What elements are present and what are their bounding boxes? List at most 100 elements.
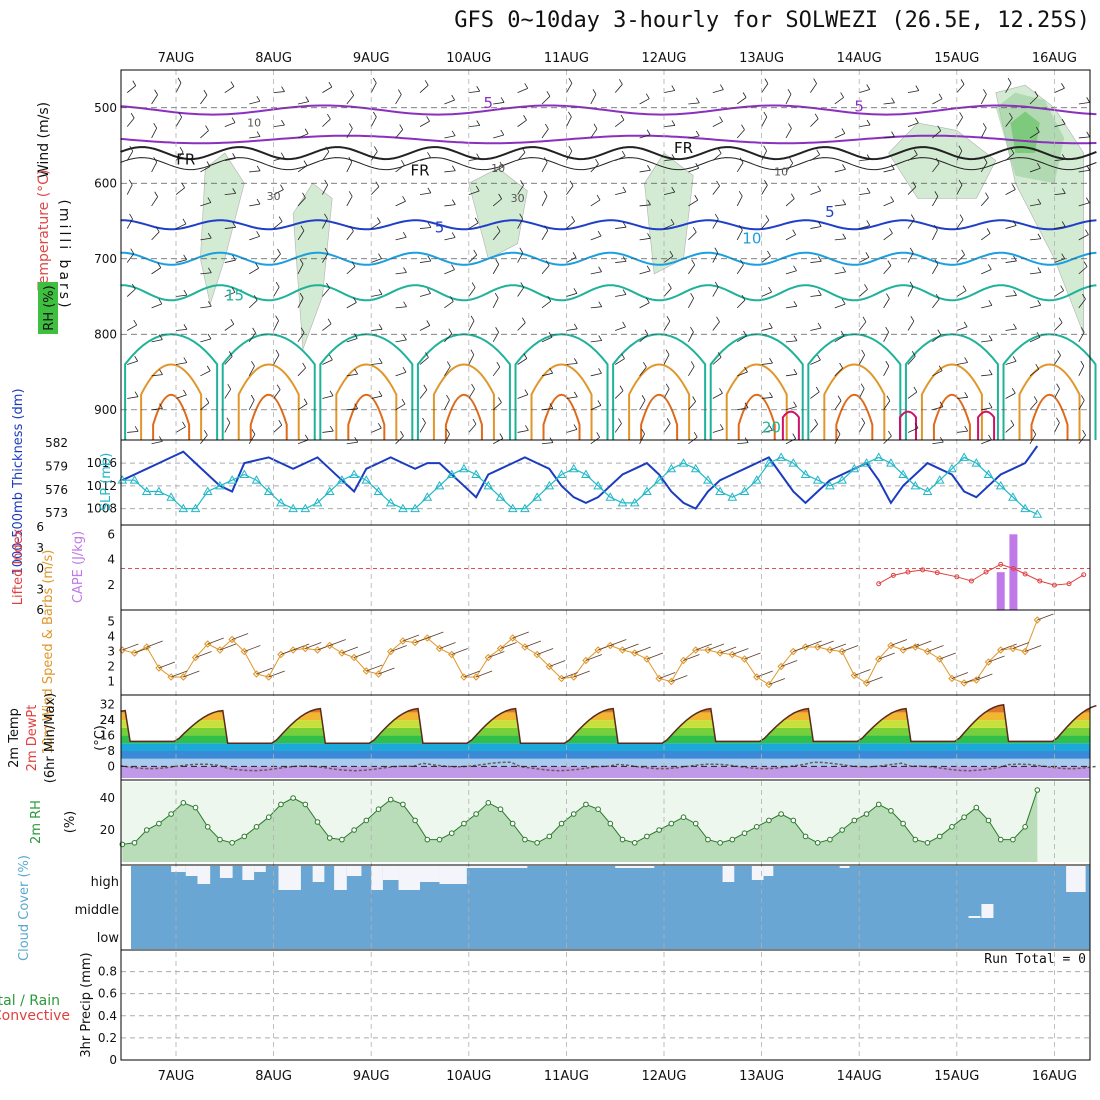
wind-barb-flag bbox=[671, 85, 676, 91]
freezing-level-line bbox=[120, 146, 1097, 161]
top-day-label-11AUG: 11AUG bbox=[544, 51, 589, 66]
rh2m-marker-44 bbox=[656, 827, 662, 833]
wind-barb bbox=[980, 94, 987, 105]
wind-barb bbox=[834, 238, 846, 241]
wind-barb bbox=[419, 260, 431, 263]
wind-barb-flag bbox=[203, 430, 208, 436]
wind-barb-flag bbox=[817, 322, 822, 329]
wind-barb bbox=[859, 89, 870, 94]
rh2m-marker-4 bbox=[168, 811, 174, 817]
temp2m-side-label-2: (6hr Min/Max) bbox=[43, 693, 58, 783]
wind-barb bbox=[444, 269, 455, 275]
wind-barb-flag bbox=[814, 418, 818, 425]
rh2m-marker-45 bbox=[668, 820, 675, 827]
rh2m-marker-52 bbox=[753, 824, 760, 830]
wind-barb-flag bbox=[425, 352, 429, 358]
wind-barb-flag bbox=[521, 317, 526, 323]
wind-barb bbox=[858, 289, 868, 297]
wind-barb bbox=[810, 359, 821, 365]
wind-barb bbox=[175, 426, 186, 433]
wind-barb-10m-58 bbox=[829, 643, 847, 651]
wind-barb bbox=[688, 366, 695, 377]
wind-barb-flag bbox=[251, 360, 255, 367]
temp-arch-30-5 bbox=[640, 393, 679, 440]
wind-barb-flag bbox=[793, 301, 798, 307]
wind-barb-flag bbox=[179, 146, 184, 153]
wind-barb bbox=[785, 270, 797, 275]
wind-barb bbox=[297, 403, 308, 411]
wind-barb-flag bbox=[281, 119, 285, 126]
wind-barb bbox=[322, 184, 329, 195]
wind-barb bbox=[566, 292, 578, 297]
wind-barb-flag bbox=[1086, 165, 1091, 171]
wind-barb bbox=[200, 272, 212, 275]
wind-barb-flag bbox=[915, 85, 920, 91]
wind-barb-flag bbox=[622, 289, 627, 295]
wind-barb bbox=[663, 223, 675, 229]
wind-barb bbox=[492, 297, 499, 309]
rh2m-marker-49 bbox=[717, 840, 723, 846]
wind-barb bbox=[419, 422, 426, 433]
wind-barb-flag bbox=[448, 328, 453, 334]
wind-barb bbox=[468, 222, 479, 229]
contour-label-5: 10 bbox=[247, 117, 261, 130]
wind-barb-flag bbox=[329, 354, 333, 361]
wind-barb bbox=[200, 130, 209, 139]
wind-barb-flag bbox=[986, 228, 991, 234]
wind-barb bbox=[785, 162, 794, 173]
wind-barb-flag bbox=[743, 330, 747, 337]
wind-barb-flag bbox=[520, 180, 524, 186]
wind-barb bbox=[590, 199, 601, 207]
wind-barb-flag bbox=[744, 402, 749, 408]
wind-barb bbox=[785, 438, 796, 445]
wind-barb bbox=[785, 93, 792, 105]
wind-barb-10m-36 bbox=[561, 672, 578, 679]
wind-barb bbox=[761, 396, 773, 399]
wind-barb bbox=[932, 229, 938, 241]
wind-barb-flag bbox=[769, 425, 773, 431]
wind-barb bbox=[517, 87, 528, 94]
rh2m-marker-51 bbox=[741, 830, 748, 837]
wind-barb bbox=[395, 272, 407, 275]
wind-barb-flag bbox=[914, 422, 919, 429]
slp-tick-1008: 1008 bbox=[86, 502, 117, 516]
wind-barb-flag bbox=[350, 90, 355, 96]
wind-barb bbox=[151, 267, 161, 275]
wind-barb bbox=[322, 151, 330, 161]
slp-marker-69 bbox=[959, 452, 969, 461]
wind-barb bbox=[395, 129, 404, 139]
temp-contour-10 bbox=[120, 251, 1097, 266]
temp2m-side-label-1: 2m DewPt bbox=[25, 705, 40, 772]
wind-barb-flag bbox=[647, 165, 651, 171]
slp-marker-53 bbox=[764, 458, 774, 467]
wind-barb-flag bbox=[988, 300, 993, 306]
wind-barb bbox=[151, 94, 158, 105]
wind-barb bbox=[785, 128, 792, 139]
wind-barb-flag bbox=[326, 282, 330, 289]
wind-barb-flag bbox=[128, 179, 133, 185]
temp-arch-25-1 bbox=[237, 363, 300, 440]
li-marker-6 bbox=[968, 578, 974, 584]
wind-barb bbox=[444, 333, 453, 343]
wind-barb-flag bbox=[841, 128, 846, 134]
wind-barb bbox=[566, 82, 573, 93]
wind-barb-10m-75 bbox=[1037, 613, 1054, 621]
wind-barb bbox=[785, 198, 795, 207]
wind-barb bbox=[663, 288, 672, 297]
temp-band-0 bbox=[121, 766, 1090, 778]
wind-barb-flag bbox=[964, 392, 969, 398]
wind-barb bbox=[151, 128, 158, 139]
wind-barb-flag bbox=[472, 418, 477, 425]
rh2m-marker-7 bbox=[204, 824, 211, 830]
rh2m-marker-24 bbox=[412, 817, 418, 824]
wind-barb-flag bbox=[1086, 131, 1091, 138]
wind-barb-10m-22 bbox=[390, 645, 407, 652]
cloud-gap-4 bbox=[242, 866, 255, 880]
slp-marker-73 bbox=[1008, 492, 1018, 501]
wind-barb bbox=[297, 197, 306, 207]
slp-marker-57 bbox=[812, 475, 823, 484]
wind-barb-flag bbox=[641, 428, 645, 435]
wind-barb-flag bbox=[1082, 293, 1086, 300]
wind-barb-flag bbox=[739, 157, 744, 163]
wind-barb-flag bbox=[960, 79, 965, 85]
